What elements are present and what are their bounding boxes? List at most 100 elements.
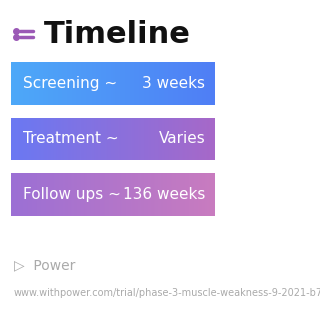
FancyBboxPatch shape	[18, 62, 20, 105]
FancyBboxPatch shape	[118, 173, 119, 216]
FancyBboxPatch shape	[164, 62, 165, 105]
FancyBboxPatch shape	[69, 62, 71, 105]
FancyBboxPatch shape	[203, 118, 205, 160]
FancyBboxPatch shape	[92, 62, 94, 105]
FancyBboxPatch shape	[69, 118, 71, 160]
FancyBboxPatch shape	[209, 173, 211, 216]
FancyBboxPatch shape	[154, 62, 155, 105]
FancyBboxPatch shape	[150, 62, 152, 105]
FancyBboxPatch shape	[11, 62, 13, 105]
FancyBboxPatch shape	[173, 62, 174, 105]
FancyBboxPatch shape	[203, 173, 205, 216]
FancyBboxPatch shape	[194, 62, 196, 105]
FancyBboxPatch shape	[208, 118, 210, 160]
FancyBboxPatch shape	[192, 173, 194, 216]
FancyBboxPatch shape	[46, 118, 47, 160]
FancyBboxPatch shape	[143, 62, 145, 105]
FancyBboxPatch shape	[129, 118, 131, 160]
FancyBboxPatch shape	[160, 118, 161, 160]
FancyBboxPatch shape	[144, 118, 146, 160]
FancyBboxPatch shape	[189, 173, 190, 216]
FancyBboxPatch shape	[92, 62, 93, 105]
FancyBboxPatch shape	[131, 118, 132, 160]
FancyBboxPatch shape	[132, 118, 134, 160]
FancyBboxPatch shape	[113, 173, 114, 216]
FancyBboxPatch shape	[56, 62, 58, 105]
FancyBboxPatch shape	[196, 62, 198, 105]
FancyBboxPatch shape	[164, 118, 165, 160]
FancyBboxPatch shape	[116, 118, 117, 160]
FancyBboxPatch shape	[107, 62, 108, 105]
FancyBboxPatch shape	[130, 173, 132, 216]
FancyBboxPatch shape	[162, 173, 163, 216]
FancyBboxPatch shape	[68, 173, 70, 216]
FancyBboxPatch shape	[14, 62, 16, 105]
FancyBboxPatch shape	[58, 173, 60, 216]
FancyBboxPatch shape	[126, 62, 128, 105]
FancyBboxPatch shape	[31, 62, 32, 105]
FancyBboxPatch shape	[72, 173, 74, 216]
FancyBboxPatch shape	[199, 173, 201, 216]
FancyBboxPatch shape	[190, 173, 192, 216]
FancyBboxPatch shape	[101, 62, 102, 105]
FancyBboxPatch shape	[63, 173, 65, 216]
FancyBboxPatch shape	[212, 62, 214, 105]
FancyBboxPatch shape	[176, 62, 177, 105]
FancyBboxPatch shape	[77, 173, 79, 216]
FancyBboxPatch shape	[114, 173, 115, 216]
FancyBboxPatch shape	[49, 62, 50, 105]
FancyBboxPatch shape	[40, 173, 41, 216]
FancyBboxPatch shape	[25, 118, 26, 160]
FancyBboxPatch shape	[134, 62, 136, 105]
FancyBboxPatch shape	[210, 173, 212, 216]
FancyBboxPatch shape	[64, 118, 66, 160]
FancyBboxPatch shape	[126, 173, 128, 216]
FancyBboxPatch shape	[172, 173, 173, 216]
FancyBboxPatch shape	[149, 62, 151, 105]
FancyBboxPatch shape	[14, 173, 16, 216]
FancyBboxPatch shape	[78, 118, 80, 160]
FancyBboxPatch shape	[116, 173, 117, 216]
FancyBboxPatch shape	[186, 173, 188, 216]
FancyBboxPatch shape	[95, 118, 96, 160]
FancyBboxPatch shape	[23, 62, 25, 105]
FancyBboxPatch shape	[155, 173, 156, 216]
FancyBboxPatch shape	[170, 173, 171, 216]
FancyBboxPatch shape	[188, 173, 189, 216]
FancyBboxPatch shape	[12, 62, 14, 105]
FancyBboxPatch shape	[99, 118, 100, 160]
FancyBboxPatch shape	[160, 62, 161, 105]
FancyBboxPatch shape	[109, 62, 110, 105]
FancyBboxPatch shape	[150, 118, 152, 160]
FancyBboxPatch shape	[174, 173, 175, 216]
FancyBboxPatch shape	[61, 118, 62, 160]
FancyBboxPatch shape	[169, 118, 170, 160]
FancyBboxPatch shape	[53, 173, 54, 216]
FancyBboxPatch shape	[54, 173, 55, 216]
FancyBboxPatch shape	[73, 173, 75, 216]
FancyBboxPatch shape	[65, 62, 67, 105]
FancyBboxPatch shape	[125, 62, 126, 105]
FancyBboxPatch shape	[70, 118, 72, 160]
FancyBboxPatch shape	[163, 118, 164, 160]
FancyBboxPatch shape	[47, 118, 48, 160]
FancyBboxPatch shape	[82, 62, 84, 105]
FancyBboxPatch shape	[156, 62, 158, 105]
FancyBboxPatch shape	[73, 62, 75, 105]
FancyBboxPatch shape	[96, 62, 97, 105]
FancyBboxPatch shape	[110, 118, 111, 160]
FancyBboxPatch shape	[70, 62, 72, 105]
FancyBboxPatch shape	[193, 118, 195, 160]
FancyBboxPatch shape	[145, 173, 147, 216]
FancyBboxPatch shape	[71, 62, 73, 105]
FancyBboxPatch shape	[151, 118, 153, 160]
FancyBboxPatch shape	[54, 118, 55, 160]
FancyBboxPatch shape	[82, 118, 84, 160]
FancyBboxPatch shape	[43, 173, 44, 216]
FancyBboxPatch shape	[165, 173, 166, 216]
FancyBboxPatch shape	[40, 118, 41, 160]
FancyBboxPatch shape	[84, 62, 85, 105]
FancyBboxPatch shape	[197, 118, 199, 160]
FancyBboxPatch shape	[165, 118, 166, 160]
FancyBboxPatch shape	[67, 118, 68, 160]
